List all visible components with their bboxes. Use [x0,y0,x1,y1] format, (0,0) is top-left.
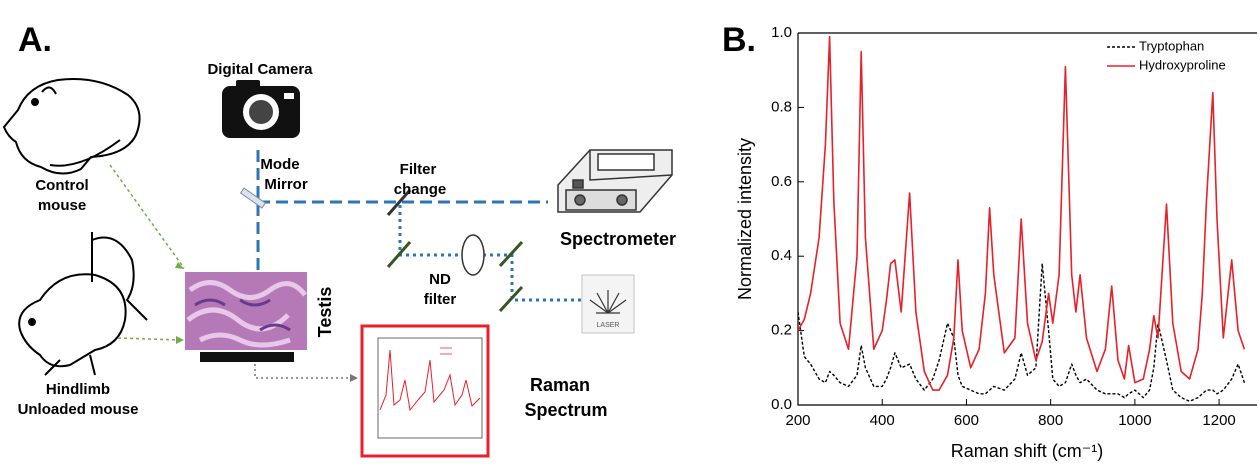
beam-path [398,205,582,302]
mirror [498,240,524,268]
y-tick-label: 0.6 [771,173,792,190]
spectrometer-label: Spectrometer [560,229,676,249]
y-axis-label: Normalized intensity [735,138,755,300]
x-tick-label: 1000 [1118,412,1151,429]
laser-icon [581,274,635,334]
unloaded-label: Unloaded mouse [18,401,139,418]
arrow-head [175,262,184,344]
x-tick-label: 800 [1038,412,1063,429]
mode-mirror [239,187,267,209]
unloaded-label: Hindlimb [46,381,110,398]
nd-filter-lens [461,234,485,276]
mirror-label: Mode [260,156,299,173]
filter-change-label: change [394,181,447,198]
testis-image [185,272,307,362]
laser-label: LASER [597,322,620,329]
control-label: Control [35,177,88,194]
camera-icon [222,80,300,138]
mirror [498,285,524,313]
raman-label: Raman [530,375,590,395]
control-mouse-icon [2,78,141,175]
nd-filter-label: ND [429,271,451,288]
nd-filter-label: filter [424,291,457,308]
filter-change-label: Filter [400,161,437,178]
spectrum-thumbnail [360,324,490,458]
arrow-head [350,374,358,382]
x-tick-label: 200 [785,412,810,429]
legend-label: Hydroxyproline [1139,57,1226,72]
panel-label: B. [722,21,756,59]
x-tick-label: 600 [954,412,979,429]
panel-label: A. [18,21,52,59]
filter-mirror [386,189,412,216]
x-tick-label: 1200 [1202,412,1235,429]
mirror-label: Mirror [264,176,308,193]
unloaded-mouse-icon [18,232,148,376]
x-axis-label: Raman shift (cm⁻¹) [951,441,1104,461]
spectrometer-icon [557,149,673,213]
panel-b: B. Raman shift (cm⁻¹) Normalized intensi… [722,21,1257,461]
panel-a: A. Control mouse Hindlimb Unloaded mouse… [2,21,676,458]
series-line [798,262,1246,402]
legend-label: Tryptophan [1139,38,1204,53]
raman-label: Spectrum [524,400,607,420]
arrow [109,164,185,341]
axis-line [797,33,1257,406]
y-tick-label: 0.2 [771,322,792,339]
beam-path [256,150,548,272]
mirror [386,241,412,268]
control-label: mouse [38,197,86,214]
testis-label: Testis [315,287,335,338]
camera-label: Digital Camera [207,61,313,78]
arrow [254,364,350,379]
y-tick-label: 0.4 [771,247,792,264]
y-tick-label: 1.0 [771,24,792,41]
y-tick-label: 0.0 [771,396,792,413]
series-line [798,35,1246,391]
x-tick-label: 400 [870,412,895,429]
y-tick-label: 0.8 [771,98,792,115]
